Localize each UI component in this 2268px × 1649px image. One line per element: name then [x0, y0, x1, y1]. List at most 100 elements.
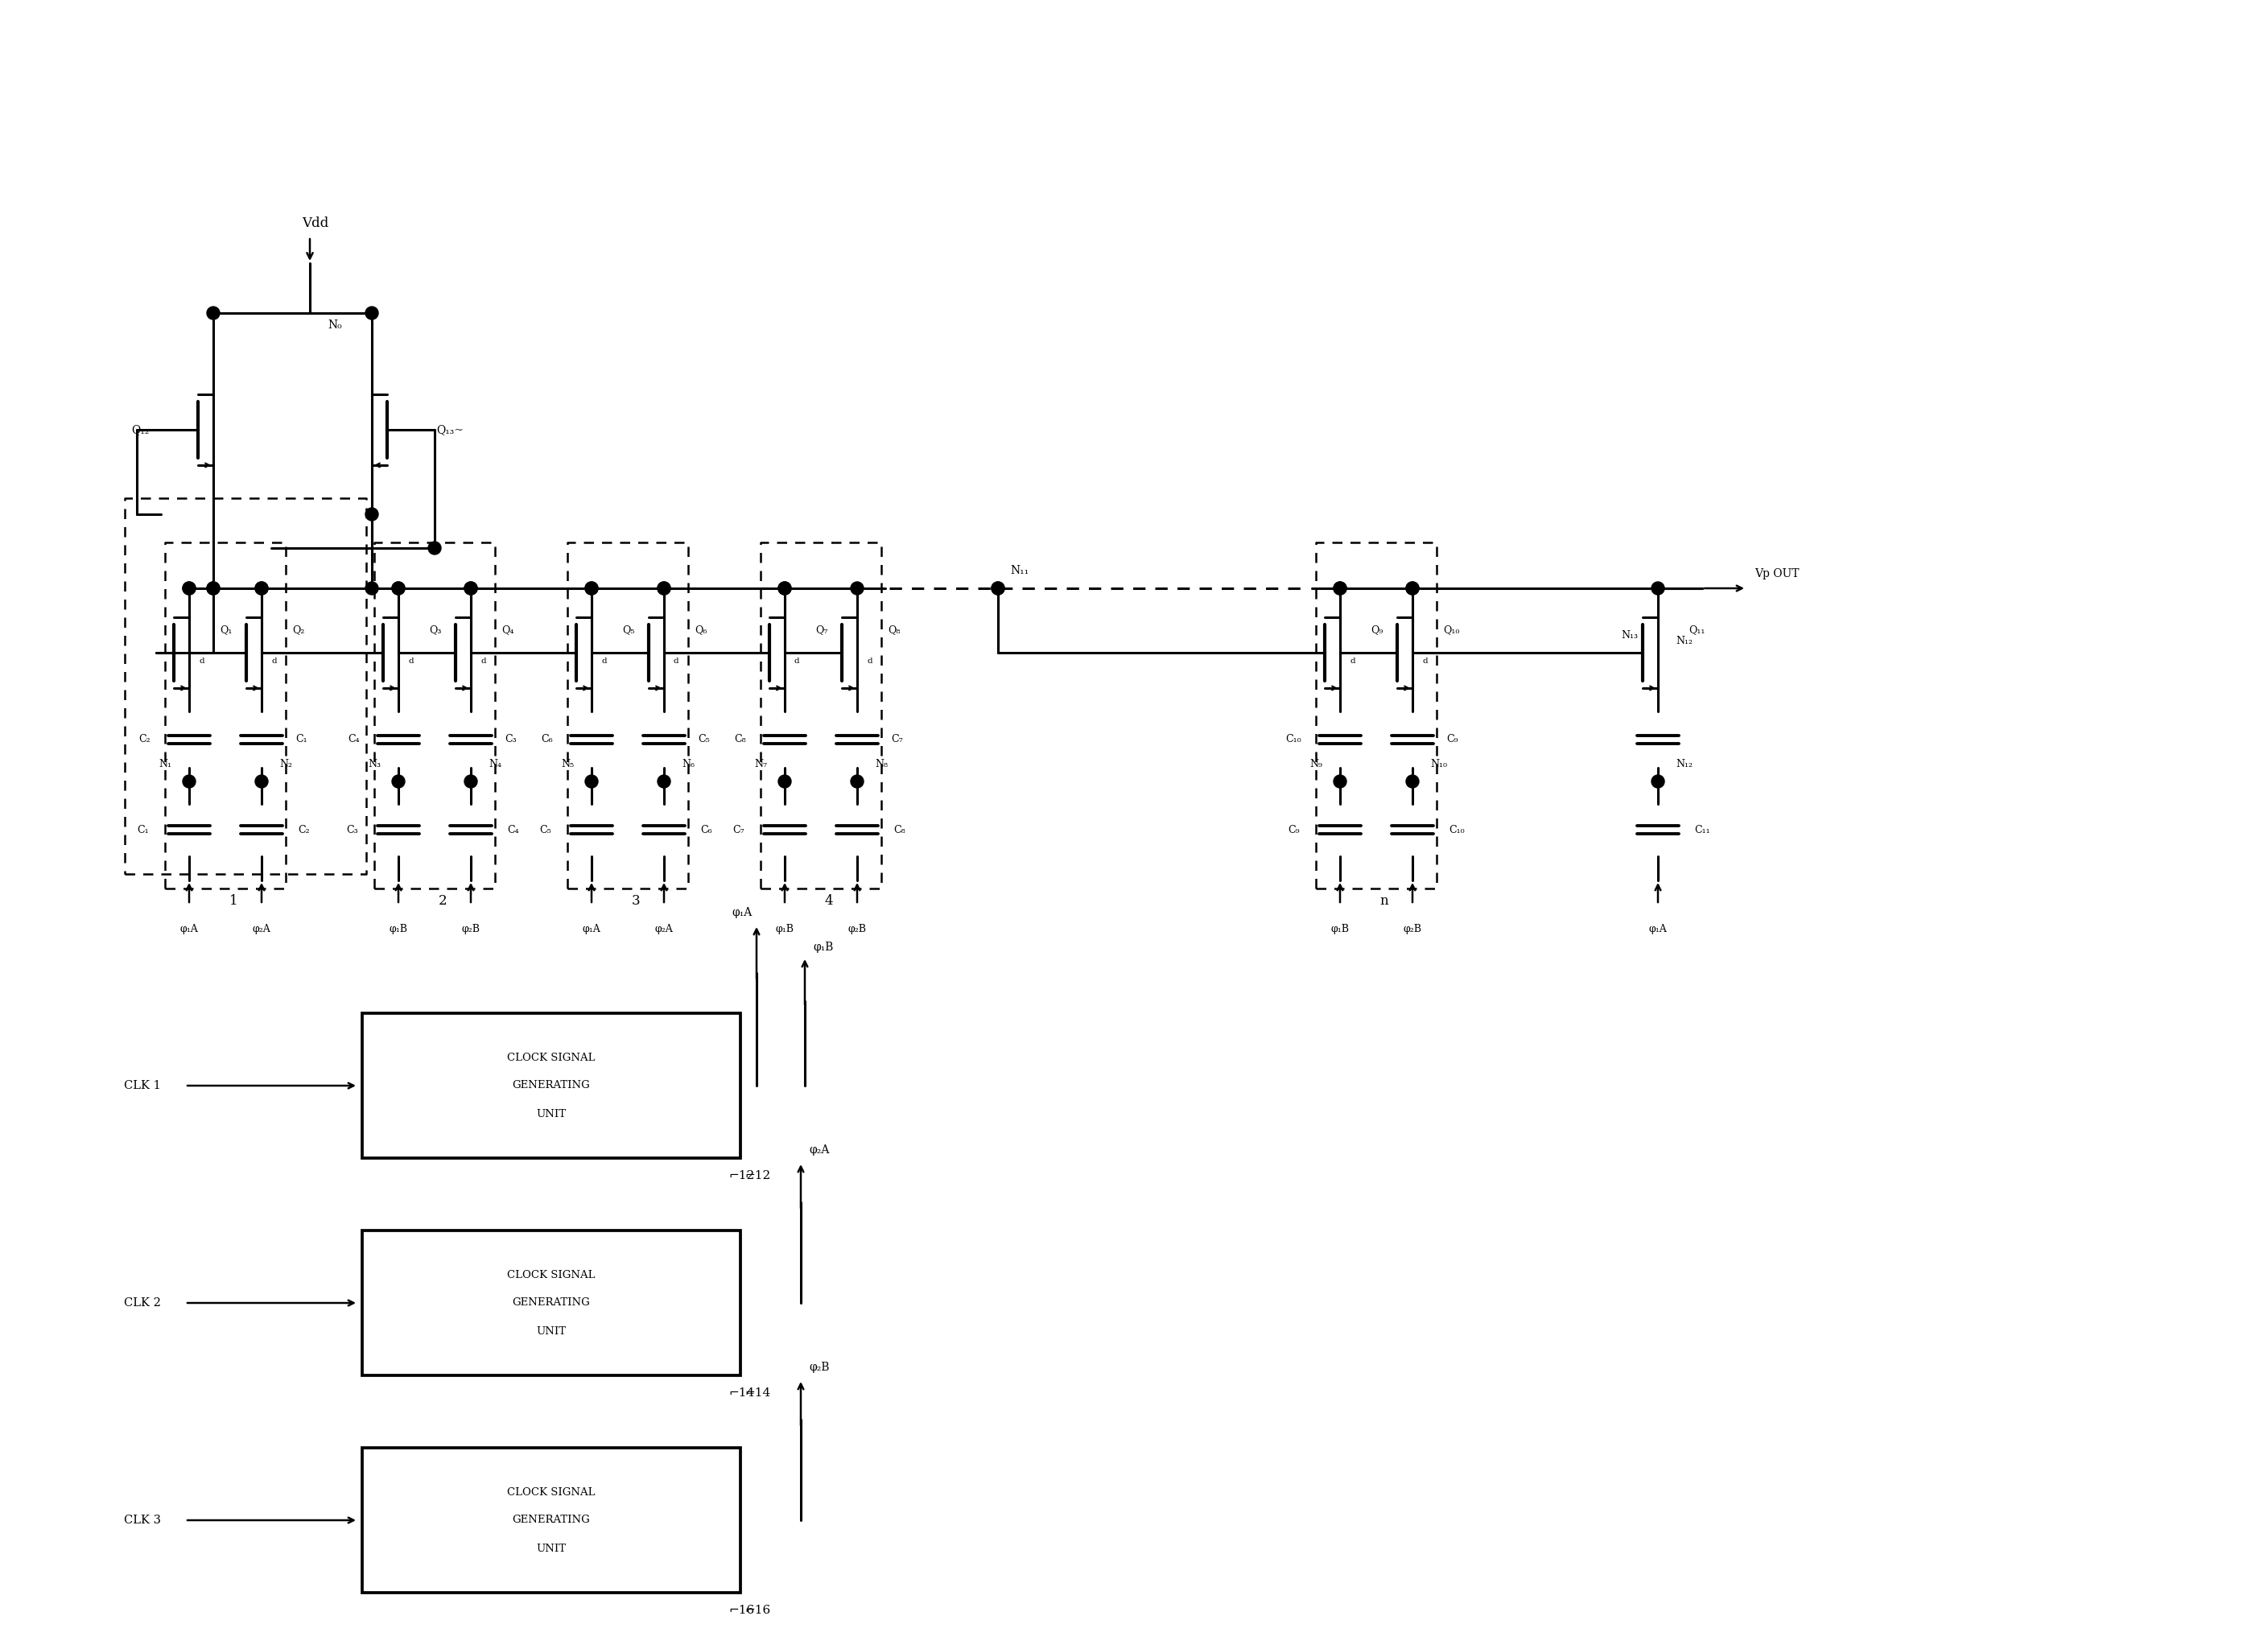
Text: φ₁B: φ₁B	[390, 923, 408, 933]
Text: N₀: N₀	[327, 320, 342, 331]
Text: φ₁A: φ₁A	[179, 923, 197, 933]
Text: UNIT: UNIT	[538, 1326, 567, 1336]
Text: φ₂A: φ₂A	[810, 1144, 830, 1156]
Text: φ₂B: φ₂B	[1404, 923, 1422, 933]
Text: Q₁₀: Q₁₀	[1442, 625, 1458, 635]
Bar	[363, 1448, 739, 1593]
Circle shape	[585, 775, 599, 788]
Text: d: d	[674, 656, 678, 665]
Circle shape	[1406, 775, 1420, 788]
Circle shape	[254, 775, 268, 788]
Text: CLOCK SIGNAL: CLOCK SIGNAL	[508, 1270, 596, 1280]
Circle shape	[585, 582, 599, 595]
Circle shape	[658, 582, 671, 595]
Text: φ₂B: φ₂B	[848, 923, 866, 933]
Text: C₅: C₅	[699, 734, 710, 745]
Text: Q₇: Q₇	[814, 625, 828, 635]
Text: ⌐12: ⌐12	[728, 1171, 755, 1181]
Circle shape	[778, 775, 792, 788]
Circle shape	[850, 775, 864, 788]
Text: C₉: C₉	[1288, 824, 1300, 834]
Circle shape	[254, 582, 268, 595]
Text: d: d	[1422, 656, 1427, 665]
Text: C₂: C₂	[297, 824, 308, 834]
Text: Q₂: Q₂	[293, 625, 304, 635]
Circle shape	[1406, 582, 1420, 595]
Circle shape	[1651, 582, 1665, 595]
Circle shape	[991, 582, 1005, 595]
Text: C₁₀: C₁₀	[1286, 734, 1302, 745]
Text: C₁₁: C₁₁	[1694, 824, 1710, 834]
Text: C₂: C₂	[138, 734, 150, 745]
Text: ⌐14: ⌐14	[744, 1387, 771, 1398]
Bar	[363, 1230, 739, 1375]
Text: GENERATING: GENERATING	[513, 1298, 590, 1308]
Text: ⌐12: ⌐12	[744, 1171, 771, 1181]
Text: d: d	[481, 656, 485, 665]
Text: N₁₂: N₁₂	[1676, 635, 1692, 646]
Text: C₄: C₄	[508, 824, 519, 834]
Circle shape	[465, 582, 476, 595]
Circle shape	[778, 582, 792, 595]
Text: C₈: C₈	[894, 824, 905, 834]
Text: ⌐16: ⌐16	[728, 1604, 755, 1616]
Circle shape	[184, 582, 195, 595]
Text: C₆: C₆	[542, 734, 553, 745]
Circle shape	[365, 508, 379, 521]
Text: CLK 2: CLK 2	[125, 1298, 161, 1309]
Text: Q₁₃~: Q₁₃~	[435, 424, 463, 435]
Text: C₁₀: C₁₀	[1449, 824, 1465, 834]
Circle shape	[392, 582, 404, 595]
Text: Q₁₁: Q₁₁	[1687, 625, 1706, 635]
Text: φ₂B: φ₂B	[463, 923, 481, 933]
Text: C₉: C₉	[1447, 734, 1458, 745]
Text: 2: 2	[438, 894, 447, 907]
Text: N₆: N₆	[683, 759, 694, 768]
Text: GENERATING: GENERATING	[513, 1515, 590, 1525]
Text: Vdd: Vdd	[302, 216, 329, 229]
Text: C₇: C₇	[891, 734, 903, 745]
Text: N₇: N₇	[755, 759, 767, 768]
Text: Q₈: Q₈	[887, 625, 900, 635]
Text: C₅: C₅	[540, 824, 551, 834]
Text: C₄: C₄	[347, 734, 361, 745]
Circle shape	[1334, 775, 1347, 788]
Circle shape	[365, 582, 379, 595]
Text: d: d	[866, 656, 873, 665]
Text: Q₃: Q₃	[429, 625, 442, 635]
Text: C₃: C₃	[347, 824, 358, 834]
Circle shape	[206, 582, 220, 595]
Bar	[363, 1012, 739, 1158]
Circle shape	[850, 582, 864, 595]
Text: Q₉: Q₉	[1370, 625, 1383, 635]
Text: d: d	[408, 656, 413, 665]
Text: 1: 1	[229, 894, 238, 907]
Text: Q₁₂~: Q₁₂~	[132, 424, 159, 435]
Circle shape	[778, 582, 792, 595]
Circle shape	[206, 307, 220, 320]
Text: CLK 3: CLK 3	[125, 1514, 161, 1525]
Text: Q₆: Q₆	[694, 625, 708, 635]
Text: C₁: C₁	[136, 824, 150, 834]
Text: ⌐14: ⌐14	[728, 1387, 755, 1398]
Text: d: d	[200, 656, 204, 665]
Text: N₈: N₈	[875, 759, 887, 768]
Text: 3: 3	[631, 894, 640, 907]
Circle shape	[1651, 775, 1665, 788]
Text: Q₁: Q₁	[220, 625, 231, 635]
Text: N₄: N₄	[488, 759, 501, 768]
Text: CLOCK SIGNAL: CLOCK SIGNAL	[508, 1487, 596, 1497]
Text: CLK 1: CLK 1	[125, 1080, 161, 1092]
Text: ⌐16: ⌐16	[744, 1604, 771, 1616]
Text: φ₂A: φ₂A	[252, 923, 270, 933]
Text: φ₁B: φ₁B	[812, 942, 832, 953]
Text: φ₁B: φ₁B	[1331, 923, 1349, 933]
Circle shape	[465, 582, 476, 595]
Circle shape	[365, 307, 379, 320]
Text: UNIT: UNIT	[538, 1108, 567, 1120]
Circle shape	[585, 582, 599, 595]
Text: N₁₂: N₁₂	[1676, 759, 1692, 768]
Text: C₇: C₇	[733, 824, 744, 834]
Circle shape	[1334, 582, 1347, 595]
Text: N₃: N₃	[367, 759, 381, 768]
